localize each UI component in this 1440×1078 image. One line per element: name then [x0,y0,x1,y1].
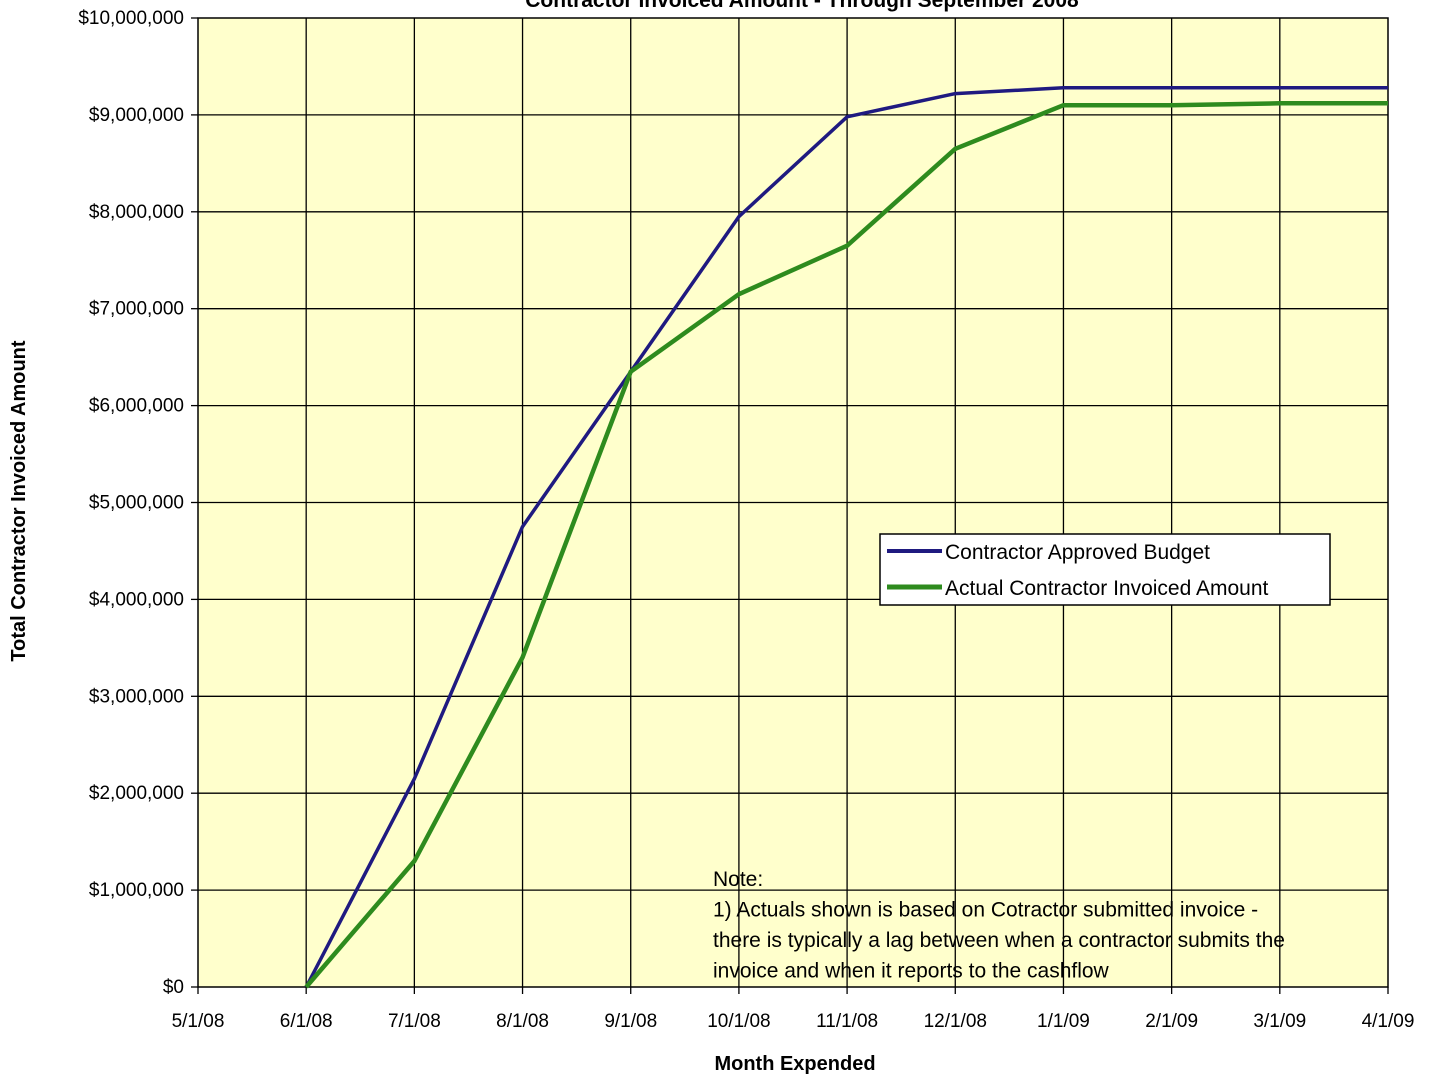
x-tick-label: 9/1/08 [604,1011,657,1032]
note-line: 1) Actuals shown is based on Cotractor s… [713,899,1258,922]
y-tick-label: $0 [163,977,184,998]
note-line: Note: [713,868,763,891]
x-tick-label: 7/1/08 [388,1011,441,1032]
note-line: invoice and when it reports to the cashf… [713,960,1110,983]
legend-box [879,533,1331,606]
y-tick-label: $7,000,000 [89,299,184,320]
x-axis-ticks [197,987,1389,994]
y-tick-label: $9,000,000 [89,105,184,126]
y-tick-label: $8,000,000 [89,202,184,223]
y-tick-label: $6,000,000 [89,396,184,417]
x-axis-tick-labels: 5/1/08 6/1/08 7/1/08 8/1/08 9/1/08 10/1/08 11/… [172,1011,1415,1032]
y-axis-tick-labels: $0 $1,000,000 $2,000,000 $3,000,000 $4,000,0… [78,8,184,998]
legend-label-actual-invoiced: Actual Contractor Invoiced Amount [945,577,1269,600]
legend-label-approved-budget: Contractor Approved Budget [945,541,1210,564]
x-tick-label: 8/1/08 [496,1011,549,1032]
x-tick-label: 6/1/08 [280,1011,333,1032]
x-tick-label: 2/1/09 [1145,1011,1198,1032]
y-tick-label: $1,000,000 [89,880,184,901]
y-tick-label: $10,000,000 [78,8,184,29]
y-tick-label: $4,000,000 [89,589,184,610]
chart-title: Contractor Invoiced Amount - Through Sep… [525,0,1079,12]
x-tick-label: 10/1/08 [707,1011,770,1032]
horizontal-gridlines [198,114,1388,891]
x-tick-label: 4/1/09 [1362,1011,1415,1032]
x-tick-label: 1/1/09 [1037,1011,1090,1032]
y-tick-label: $5,000,000 [89,493,184,514]
x-axis-title: Month Expended [714,1053,875,1075]
x-tick-label: 5/1/08 [172,1011,225,1032]
y-axis-ticks [191,17,198,988]
note-annotation: Note: 1) Actuals shown is based on Cotrac… [713,868,1285,983]
x-tick-label: 12/1/08 [924,1011,987,1032]
legend: Contractor Approved Budget Actual Contra… [879,533,1331,606]
y-tick-label: $2,000,000 [89,783,184,804]
y-tick-label: $3,000,000 [89,686,184,707]
x-tick-label: 11/1/08 [816,1011,878,1032]
x-tick-label: 3/1/09 [1253,1011,1306,1032]
series-line-approved-budget [304,86,1388,988]
series-line-actual-invoiced [304,101,1388,989]
y-axis-title: Total Contractor Invoiced Amount [8,340,30,661]
series-lines [304,86,1388,989]
note-line: there is typically a lag between when a … [713,929,1285,952]
